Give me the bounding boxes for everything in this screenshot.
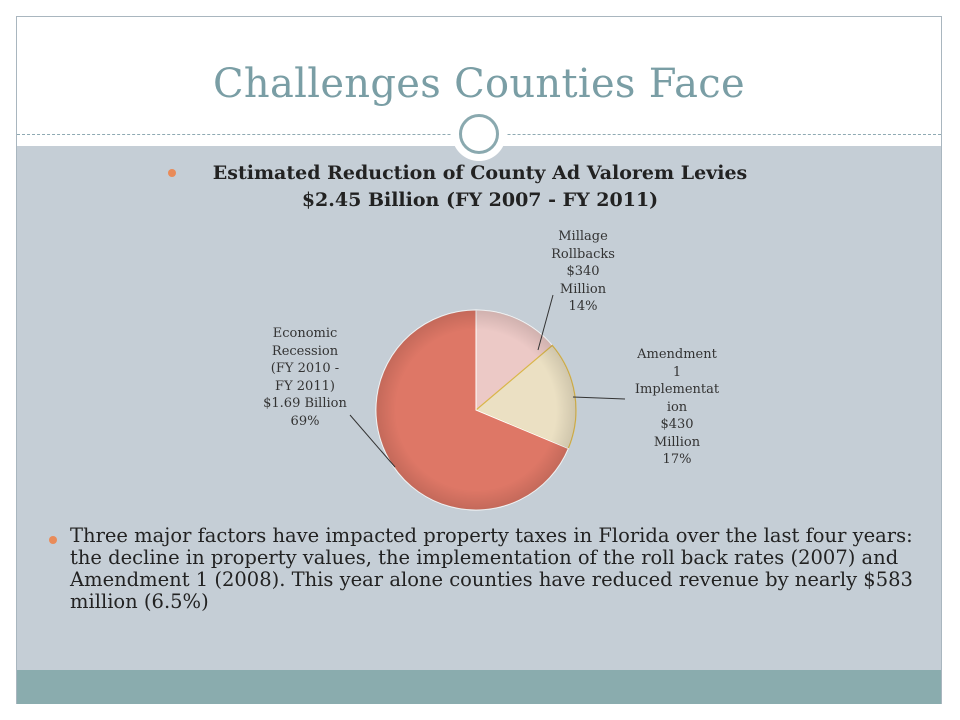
slice-label-line: Million — [559, 281, 607, 297]
slice-label-line: Amendment — [637, 347, 717, 362]
chart-heading: Estimated Reduction of County Ad Valorem… — [180, 160, 780, 214]
slice-label-line: $430 — [660, 417, 694, 432]
slice-label-line: Million — [653, 434, 701, 450]
leader-line-millage — [537, 294, 554, 351]
slice-label-line: 14% — [568, 299, 598, 314]
heading-line-2: $2.45 Billion (FY 2007 - FY 2011) — [301, 189, 659, 211]
slice-label-line: 17% — [662, 452, 692, 467]
leader-line-recession — [349, 414, 396, 468]
heading-bullet — [168, 169, 176, 177]
slice-label-line: Implementat — [634, 382, 720, 397]
slice-label-line: 69% — [290, 413, 320, 429]
slice-label-line: ion — [666, 399, 688, 415]
slice-label-line: Rollbacks — [551, 246, 615, 262]
slice-label-line: Millage — [558, 229, 608, 244]
slide-title: Challenges Counties Face — [213, 61, 745, 107]
slice-label-line: FY 2011) — [275, 378, 335, 394]
slice-label-line: 1 — [672, 364, 682, 380]
divider-ring-inner — [459, 114, 499, 154]
body-bullet — [49, 536, 57, 544]
slice-label-line: Recession — [271, 343, 339, 359]
slice-label-amendment: Amendment 1 Implementat ion $430 Million 17% — [622, 346, 732, 469]
leader-line-amendment — [572, 396, 626, 400]
bottom-band — [17, 670, 941, 704]
slice-label-line: (FY 2010 - — [270, 361, 340, 376]
pie-rim-shade — [376, 310, 576, 510]
slice-label-millage: Millage Rollbacks $340 Million 14% — [540, 228, 626, 316]
body-paragraph: Three major factors have impacted proper… — [70, 524, 913, 613]
slice-label-line: Economic — [272, 326, 338, 341]
heading-line-1: Estimated Reduction of County Ad Valorem… — [212, 162, 748, 184]
slice-label-line: $1.69 Billion — [263, 396, 347, 411]
slice-label-recession: Economic Recession (FY 2010 - FY 2011) $1.69… — [250, 325, 360, 430]
slice-label-line: $340 — [566, 264, 600, 279]
